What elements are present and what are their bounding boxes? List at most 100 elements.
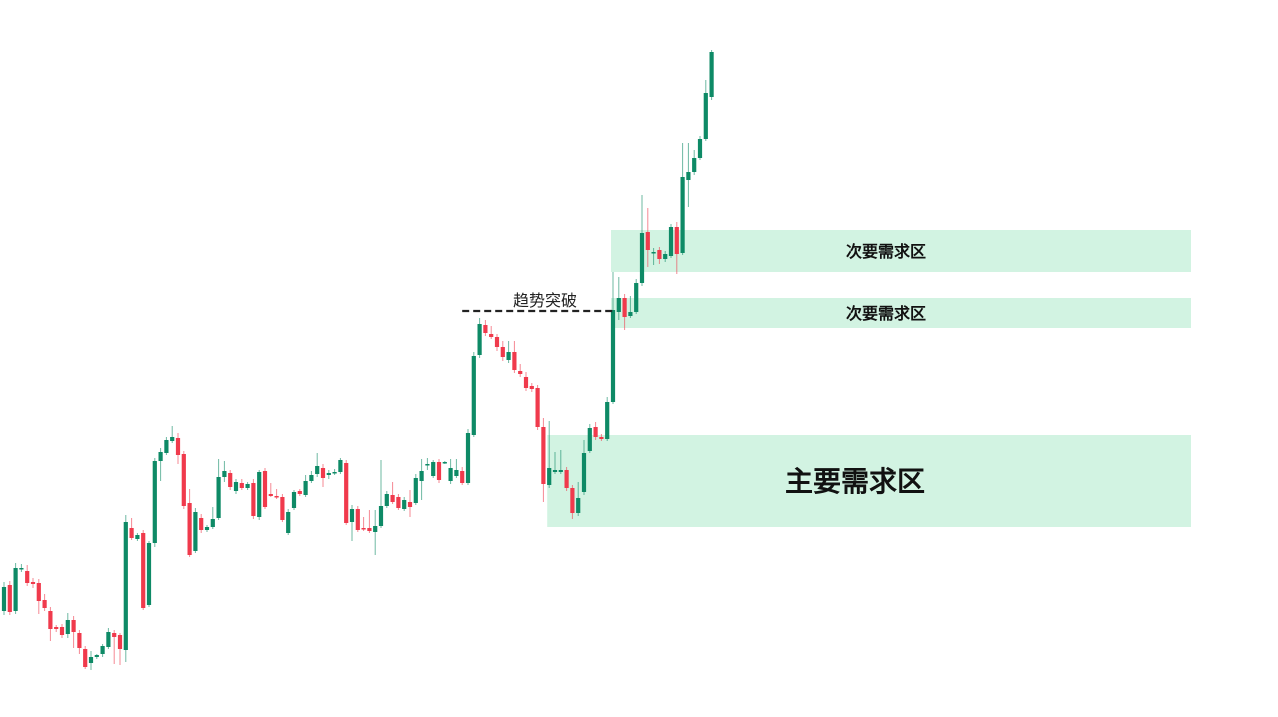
candle-bearish [500,341,505,361]
candle-bullish [610,272,616,404]
candle-bullish [338,458,343,474]
candle-bearish [436,459,442,483]
candle-bearish [117,633,123,665]
candle-body [303,481,308,495]
candle-body [297,491,302,494]
candle-bullish [106,628,111,649]
candle-bearish [541,418,546,502]
candle-body [77,633,82,648]
candle-bearish [344,460,349,525]
candle-body [657,250,662,259]
candle-bullish [135,533,140,541]
candle-bullish [349,505,355,541]
candle-body [471,356,476,435]
candle-bearish [7,581,12,615]
candle-bullish [628,296,633,318]
candle-bullish [448,459,453,484]
candle-body [152,461,157,543]
candle-body [599,437,604,439]
candle-bullish [233,479,239,494]
candle-bullish [639,195,645,286]
candle-bullish [703,80,708,141]
candle-body [88,657,94,663]
candle-body [181,454,186,506]
candle-body [13,568,18,611]
candle-body [697,139,703,158]
candle-bullish [170,426,175,443]
candle-bullish [384,491,389,508]
candle-bullish [216,459,221,520]
candle-body [361,528,366,530]
candle-body [535,388,540,427]
candle-bullish [286,509,291,535]
candle-bullish [634,279,639,314]
candle-bullish [576,482,581,516]
candle-body [338,460,343,472]
candle-bullish [152,458,157,547]
candle-body [541,427,546,484]
candle-body [268,494,273,496]
candle-bullish [605,397,610,441]
candle-body [257,472,262,517]
candle-bullish [94,654,99,659]
candle-body [123,522,128,650]
candle-bullish [581,440,587,495]
candle-body [71,620,76,632]
candle-bearish [175,433,181,464]
candle-bearish [280,494,285,522]
candle-bearish [181,451,186,509]
candle-bullish [1,582,7,615]
candle-body [239,483,244,488]
candle-body [367,528,372,531]
candle-bullish [19,564,24,572]
candle-bearish [599,434,604,441]
candle-bearish [129,518,134,540]
candle-bullish [663,251,668,262]
candle-body [576,498,581,513]
candle-bullish [558,450,563,474]
candle-body [663,254,668,259]
candle-body [558,470,563,472]
candle-body [199,518,204,530]
candle-body [30,582,36,584]
candle-body [320,468,326,478]
candle-bearish [297,489,302,496]
candle-bearish [518,364,523,377]
candle-body [251,483,256,516]
candle-body [175,438,181,455]
candle-bullish [210,507,215,529]
candle-bullish [552,452,558,474]
candle-bullish [291,490,297,510]
candle-body [384,494,389,506]
candle-bearish [25,565,30,586]
candle-bearish [42,594,47,611]
candle-body [512,352,517,370]
candle-bearish [30,578,36,588]
candle-body [19,568,24,570]
candle-bearish [83,646,88,669]
candle-bullish [477,318,482,358]
candle-bullish [692,150,697,175]
candle-body [489,334,494,337]
candle-body [529,386,534,389]
candle-body [390,495,395,502]
candle-body [506,352,511,360]
candle-body [54,627,59,629]
candle-bullish [402,497,407,511]
candle-body [547,468,552,485]
candle-body [442,462,447,464]
candle-bearish [54,625,59,632]
candle-body [222,471,227,477]
candle-body [477,324,482,355]
candle-bullish [204,525,210,532]
candle-body [703,93,708,139]
candle-body [402,500,407,509]
candle-body [100,646,105,654]
candle-body [291,492,297,508]
candle-bullish [65,613,70,638]
candle-body [465,433,471,483]
candle-bearish [71,616,76,648]
candle-bearish [570,485,575,519]
candle-body [42,600,47,608]
candle-body [523,377,529,388]
